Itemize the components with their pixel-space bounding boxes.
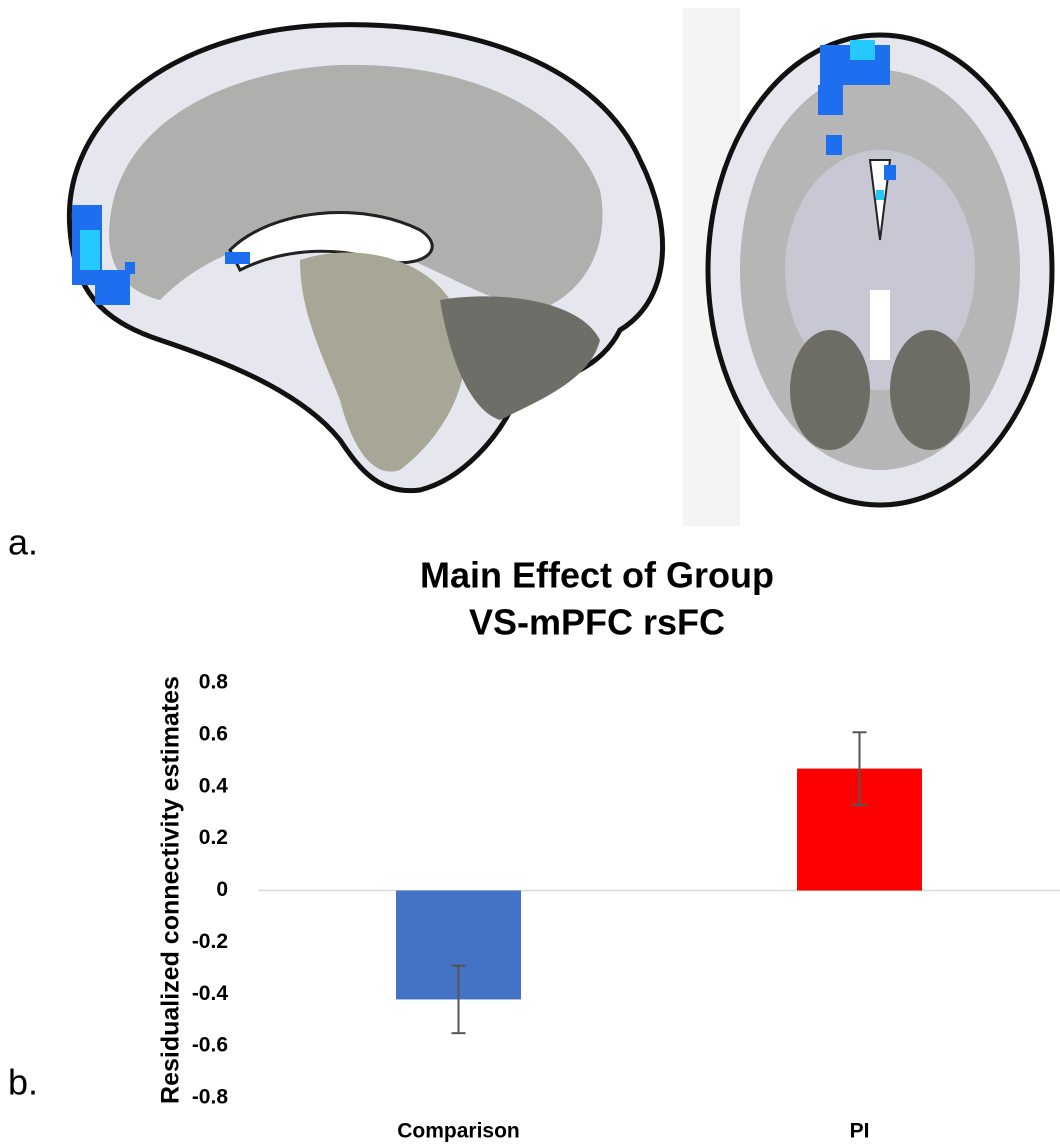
panel-label: a. <box>8 522 38 563</box>
x-tick-label: PI <box>850 1120 870 1143</box>
chart-title: Main Effect of Group <box>420 555 774 596</box>
panel-label: b. <box>8 1062 38 1103</box>
y-tick-label: -0.4 <box>192 982 229 1005</box>
brain-images <box>66 8 1055 526</box>
y-tick-label: 0.4 <box>199 774 229 797</box>
y-tick-label: 0.6 <box>199 722 228 745</box>
y-tick-label: 0.2 <box>199 826 228 849</box>
y-tick-label: 0.8 <box>199 671 229 694</box>
chart-subtitle: VS-mPFC rsFC <box>469 602 725 643</box>
axial-brain <box>705 32 1055 508</box>
sagittal-brain <box>66 22 665 494</box>
y-axis-label: Residualized connectivity estimates <box>157 676 185 1104</box>
y-tick-label: -0.8 <box>192 1086 229 1109</box>
y-tick-label: 0 <box>216 878 228 901</box>
x-tick-label: Comparison <box>397 1120 520 1143</box>
y-tick-label: -0.6 <box>192 1034 228 1057</box>
y-tick-label: -0.2 <box>192 930 228 953</box>
